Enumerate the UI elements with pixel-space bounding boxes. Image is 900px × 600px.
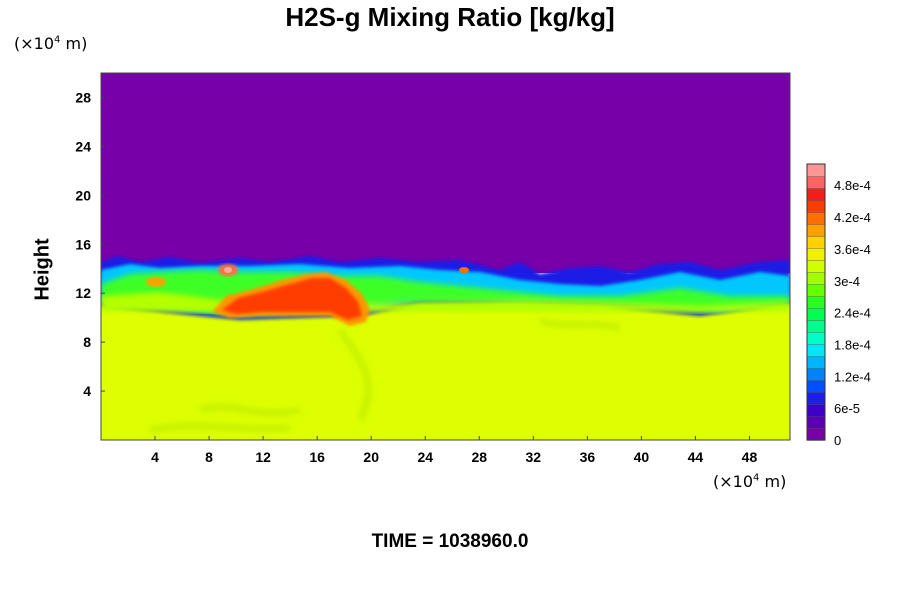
colorbar-swatch xyxy=(806,379,826,393)
colorbar-swatch xyxy=(806,223,826,237)
x-tick-label: 24 xyxy=(417,449,433,465)
colorbar-tick-label: 0 xyxy=(834,433,841,448)
plume-small xyxy=(459,267,469,273)
lower-filaments xyxy=(149,317,621,433)
colorbar-swatch xyxy=(806,343,826,357)
colorbar-swatch xyxy=(806,295,826,309)
y-tick-label: 24 xyxy=(75,138,91,154)
colorbar-swatch xyxy=(806,211,826,225)
x-tick-label: 32 xyxy=(526,449,542,465)
colorbar-swatch xyxy=(806,259,826,273)
colorbar-swatch xyxy=(806,199,826,213)
colorbar-tick-label: 4.8e-4 xyxy=(834,178,871,193)
x-tick-label: 16 xyxy=(309,449,325,465)
y-tick-label: 28 xyxy=(75,89,91,105)
colorbar-swatch xyxy=(806,403,826,417)
x-tick-label: 28 xyxy=(471,449,487,465)
x-tick-label: 36 xyxy=(580,449,596,465)
time-label: TIME = 1038960.0 xyxy=(371,531,529,552)
plume-left xyxy=(146,277,166,287)
x-axis: 4 8 12 16 20 24 28 32 36 40 44 48 xyxy=(151,436,757,465)
plume-upper-left-core xyxy=(224,267,232,273)
lower-layer xyxy=(101,300,790,440)
colorbar-frame xyxy=(806,163,826,441)
x-tick-label: 20 xyxy=(363,449,379,465)
plot-frame xyxy=(100,72,791,441)
colorbar-swatch xyxy=(806,319,826,333)
colorbar: 0 6e-5 1.2e-4 1.8e-4 2.4e-4 3e-4 3.6e-4 4.2e-4 4… xyxy=(806,163,871,448)
x-tick-label: 12 xyxy=(255,449,271,465)
x-tick-label: 4 xyxy=(151,449,159,465)
colorbar-swatch xyxy=(806,271,826,285)
colorbar-tick-label: 3e-4 xyxy=(834,274,860,289)
y-tick-label: 16 xyxy=(75,236,91,252)
x-tick-label: 8 xyxy=(205,449,213,465)
colorbar-tick-label: 1.8e-4 xyxy=(834,337,871,352)
colorbar-swatch xyxy=(806,235,826,249)
colorbar-swatch xyxy=(806,247,826,261)
chart-title: H2S-g Mixing Ratio [kg/kg] xyxy=(285,2,615,32)
colorbar-swatch xyxy=(806,415,826,429)
plume-red xyxy=(222,278,362,320)
colorbar-swatch xyxy=(806,187,826,201)
colorbar-swatch xyxy=(806,355,826,369)
x-tick-label: 48 xyxy=(742,449,758,465)
y-tick-label: 4 xyxy=(83,383,91,399)
colorbar-swatch xyxy=(806,307,826,321)
x-axis-unit: (×104 m) xyxy=(713,472,787,491)
colorbar-tick-label: 3.6e-4 xyxy=(834,242,871,257)
colorbar-swatch xyxy=(806,391,826,405)
colorbar-swatch xyxy=(806,175,826,189)
x-tick-label: 40 xyxy=(634,449,650,465)
y-axis: 4 8 12 16 20 24 28 xyxy=(75,89,105,399)
colorbar-swatch xyxy=(806,331,826,345)
colorbar-swatch xyxy=(806,427,826,441)
colorbar-swatch xyxy=(806,283,826,297)
y-tick-label: 8 xyxy=(83,334,91,350)
y-tick-label: 12 xyxy=(75,285,91,301)
upper-layer xyxy=(101,73,790,273)
heatmap-field xyxy=(101,73,790,440)
colorbar-swatch xyxy=(806,367,826,381)
colorbar-tick-label: 1.2e-4 xyxy=(834,369,871,384)
colorbar-swatch xyxy=(806,163,826,177)
colorbar-tick-label: 4.2e-4 xyxy=(834,210,871,225)
y-axis-unit: (×104 m) xyxy=(14,34,88,53)
y-tick-label: 20 xyxy=(75,187,91,203)
x-tick-label: 44 xyxy=(688,449,704,465)
colorbar-tick-label: 6e-5 xyxy=(834,401,860,416)
colorbar-tick-label: 2.4e-4 xyxy=(834,306,871,321)
